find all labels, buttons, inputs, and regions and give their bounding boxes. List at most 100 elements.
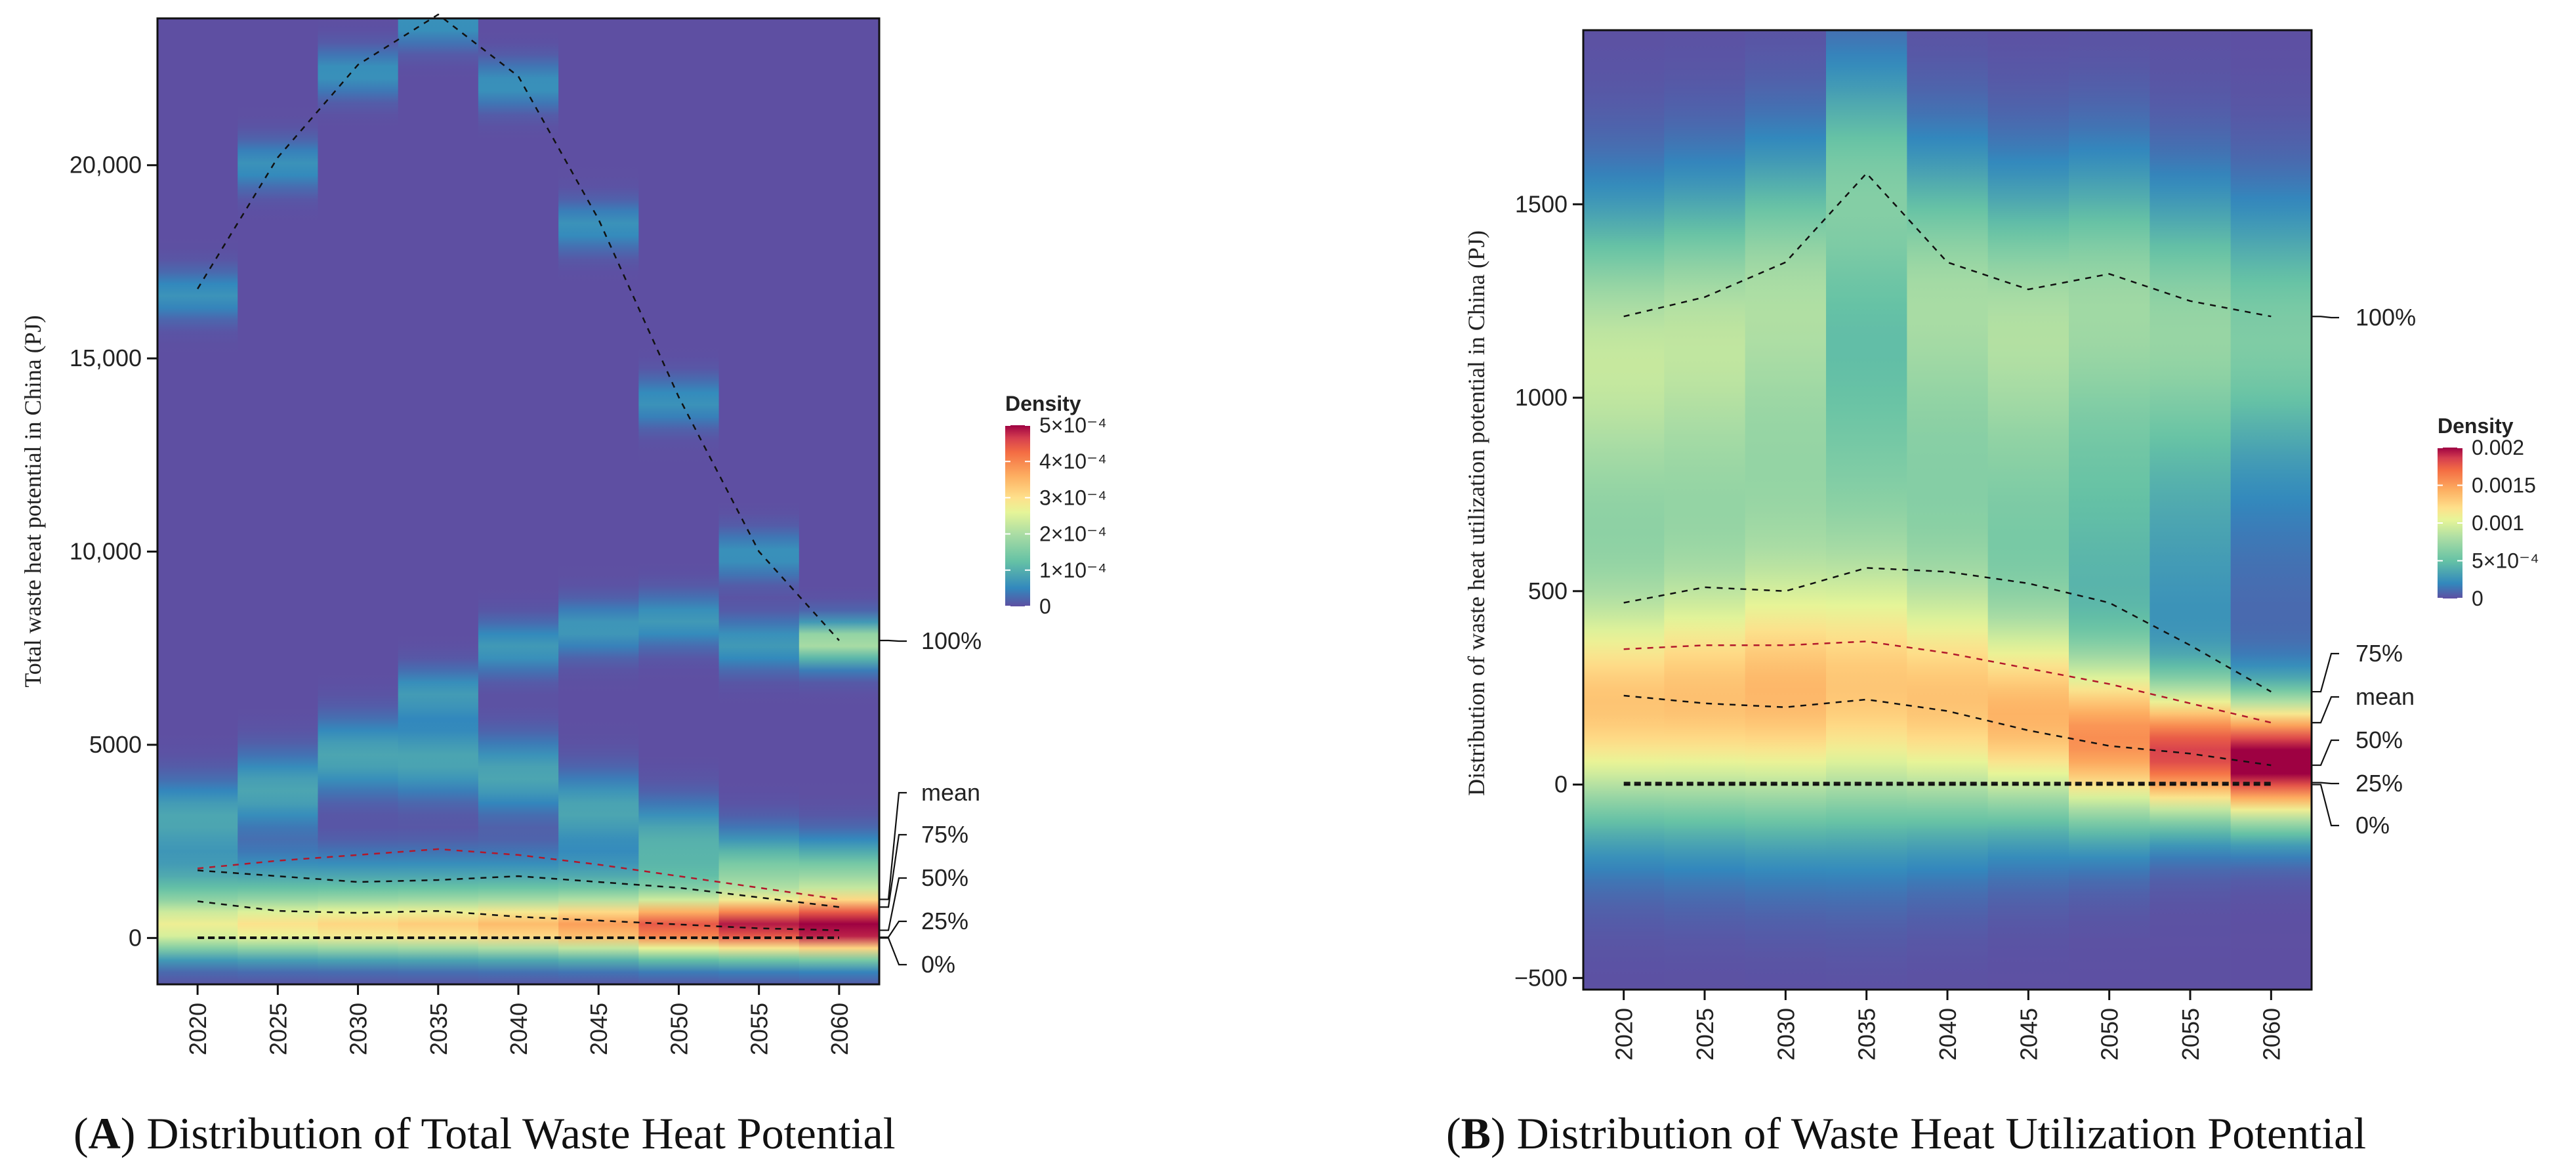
legend-tick-label: 5×10⁻⁴ bbox=[2472, 549, 2539, 573]
legend-tick-label: 5×10⁻⁴ bbox=[1039, 413, 1107, 437]
label-leader bbox=[879, 920, 907, 938]
density-column-2045 bbox=[1987, 30, 2069, 990]
x-tick-label: 2040 bbox=[1934, 1008, 1961, 1060]
label-leader bbox=[879, 639, 907, 642]
x-tick-label: 2030 bbox=[345, 1003, 372, 1055]
density-column-2050 bbox=[638, 18, 720, 984]
x-tick-label: 2035 bbox=[1854, 1008, 1880, 1060]
quantile-label-50pct: 50% bbox=[921, 864, 968, 891]
quantile-label-25pct: 25% bbox=[2356, 770, 2403, 797]
density-column-2060 bbox=[2230, 30, 2312, 990]
x-tick-label: 2045 bbox=[585, 1003, 612, 1055]
y-tick-label: 20,000 bbox=[70, 152, 142, 178]
density-column-2055 bbox=[718, 18, 800, 984]
x-tick-label: 2035 bbox=[425, 1003, 452, 1055]
x-tick-label: 2060 bbox=[826, 1003, 853, 1055]
y-axis-label: Distribution of waste heat utilization p… bbox=[1463, 230, 1489, 796]
y-tick-label: −500 bbox=[1514, 964, 1568, 991]
quantile-label-75pct: 75% bbox=[921, 821, 968, 848]
density-column-2060 bbox=[799, 18, 879, 984]
quantile-label-100pct: 100% bbox=[2356, 304, 2416, 331]
panel-b-waste-heat-utilization: −500 0 500 1000 1500 2020 2025 2030 2035 2040 204… bbox=[1446, 29, 2539, 1158]
density-column-2025 bbox=[238, 18, 319, 984]
quantile-line-50pct bbox=[197, 900, 839, 931]
density-columns bbox=[1583, 30, 2312, 990]
quantile-label-mean: mean bbox=[2356, 683, 2415, 710]
panel-a-total-waste-heat: 0 5000 10,000 15,000 20,000 2020 2025 2030 2035… bbox=[20, 13, 1107, 1158]
legend-tick-label: 0 bbox=[1039, 595, 1051, 618]
y-tick-label: 0 bbox=[129, 924, 142, 951]
quantile-line-50pct bbox=[1623, 694, 2272, 766]
y-axis: −500 0 500 1000 1500 bbox=[1514, 190, 1583, 991]
x-tick-label: 2045 bbox=[2015, 1008, 2042, 1060]
quantile-lines bbox=[1623, 172, 2272, 786]
density-column-2035 bbox=[1826, 30, 1907, 990]
quantile-labels: 100% mean 75% 50% 25% 0% bbox=[879, 627, 982, 978]
colorbar bbox=[1005, 425, 1030, 606]
legend-tick-label: 4×10⁻⁴ bbox=[1039, 450, 1107, 473]
density-column-2040 bbox=[1907, 30, 1989, 990]
x-axis: 2020 2025 2030 2035 2040 2045 2050 2055 2060 bbox=[1611, 990, 2285, 1060]
label-leader bbox=[2312, 696, 2339, 724]
x-tick-label: 2055 bbox=[746, 1003, 773, 1055]
y-axis: 0 5000 10,000 15,000 20,000 bbox=[70, 152, 157, 951]
y-tick-label: 15,000 bbox=[70, 345, 142, 371]
label-leader bbox=[2312, 316, 2339, 319]
density-column-2030 bbox=[1745, 30, 1827, 990]
legend-tick-label: 1×10⁻⁴ bbox=[1039, 558, 1107, 582]
caption-b: (B) Distribution of Waste Heat Utilizati… bbox=[1446, 1108, 2366, 1158]
x-tick-label: 2050 bbox=[2096, 1008, 2123, 1060]
density-columns bbox=[157, 18, 879, 984]
quantile-lines bbox=[197, 13, 840, 940]
label-leader bbox=[2312, 784, 2339, 827]
legend-tick-label: 2×10⁻⁴ bbox=[1039, 522, 1107, 546]
y-tick-label: 500 bbox=[1528, 577, 1568, 604]
quantile-line-75pct bbox=[197, 870, 840, 908]
y-tick-label: 0 bbox=[1554, 771, 1568, 798]
y-tick-label: 5000 bbox=[89, 731, 142, 758]
legend-tick-label: 3×10⁻⁴ bbox=[1039, 486, 1107, 509]
quantile-label-100pct: 100% bbox=[921, 627, 982, 654]
quantile-line-100pct bbox=[197, 13, 840, 641]
label-leader bbox=[879, 877, 907, 931]
label-leader bbox=[2312, 782, 2339, 785]
y-axis-label: Total waste heat potential in China (PJ) bbox=[20, 315, 46, 687]
density-column-2045 bbox=[558, 18, 639, 984]
y-tick-label: 10,000 bbox=[70, 538, 142, 565]
legend-tick-label: 0.002 bbox=[2472, 436, 2524, 459]
x-tick-label: 2020 bbox=[184, 1003, 211, 1055]
x-axis: 2020 2025 2030 2035 2040 2045 2050 2055 2060 bbox=[184, 984, 853, 1055]
label-leader bbox=[2312, 739, 2339, 766]
x-tick-label: 2040 bbox=[505, 1003, 532, 1055]
x-tick-label: 2030 bbox=[1772, 1008, 1799, 1060]
density-column-2020 bbox=[157, 18, 238, 984]
caption-a: (A) Distribution of Total Waste Heat Pot… bbox=[73, 1108, 896, 1158]
density-column-2030 bbox=[318, 18, 399, 984]
quantile-label-mean: mean bbox=[921, 779, 980, 806]
label-leader bbox=[879, 937, 907, 966]
x-tick-label: 2055 bbox=[2177, 1008, 2204, 1060]
legend-tick-label: 0.001 bbox=[2472, 511, 2524, 535]
x-tick-label: 2025 bbox=[264, 1003, 291, 1055]
x-tick-label: 2025 bbox=[1692, 1008, 1718, 1060]
legend-tick-label: 0.0015 bbox=[2472, 474, 2536, 497]
quantile-line-mean bbox=[197, 848, 840, 900]
density-column-2020 bbox=[1583, 30, 1665, 990]
quantile-line-mean bbox=[1623, 640, 2272, 724]
quantile-label-0pct: 0% bbox=[2356, 812, 2390, 839]
legend-tick-label: 0 bbox=[2472, 587, 2483, 610]
quantile-label-50pct: 50% bbox=[2356, 726, 2403, 753]
density-column-2035 bbox=[398, 18, 479, 984]
quantile-line-75pct bbox=[1623, 567, 2272, 693]
density-column-2025 bbox=[1664, 30, 1746, 990]
legend: Density 5×10⁻⁴ 4×10⁻⁴ 3×10⁻⁴ 2×10⁻⁴ 1×10⁻⁴ 0 bbox=[1005, 392, 1107, 618]
label-leader bbox=[2312, 652, 2339, 693]
legend: Density 0.002 0.0015 0.001 5×10⁻⁴ 0 bbox=[2438, 414, 2539, 610]
x-tick-label: 2060 bbox=[2258, 1008, 2285, 1060]
legend-title: Density bbox=[1005, 392, 1081, 415]
x-tick-label: 2050 bbox=[665, 1003, 692, 1055]
y-tick-label: 1500 bbox=[1515, 190, 1568, 217]
label-leader bbox=[879, 791, 907, 900]
density-column-2050 bbox=[2069, 30, 2150, 990]
